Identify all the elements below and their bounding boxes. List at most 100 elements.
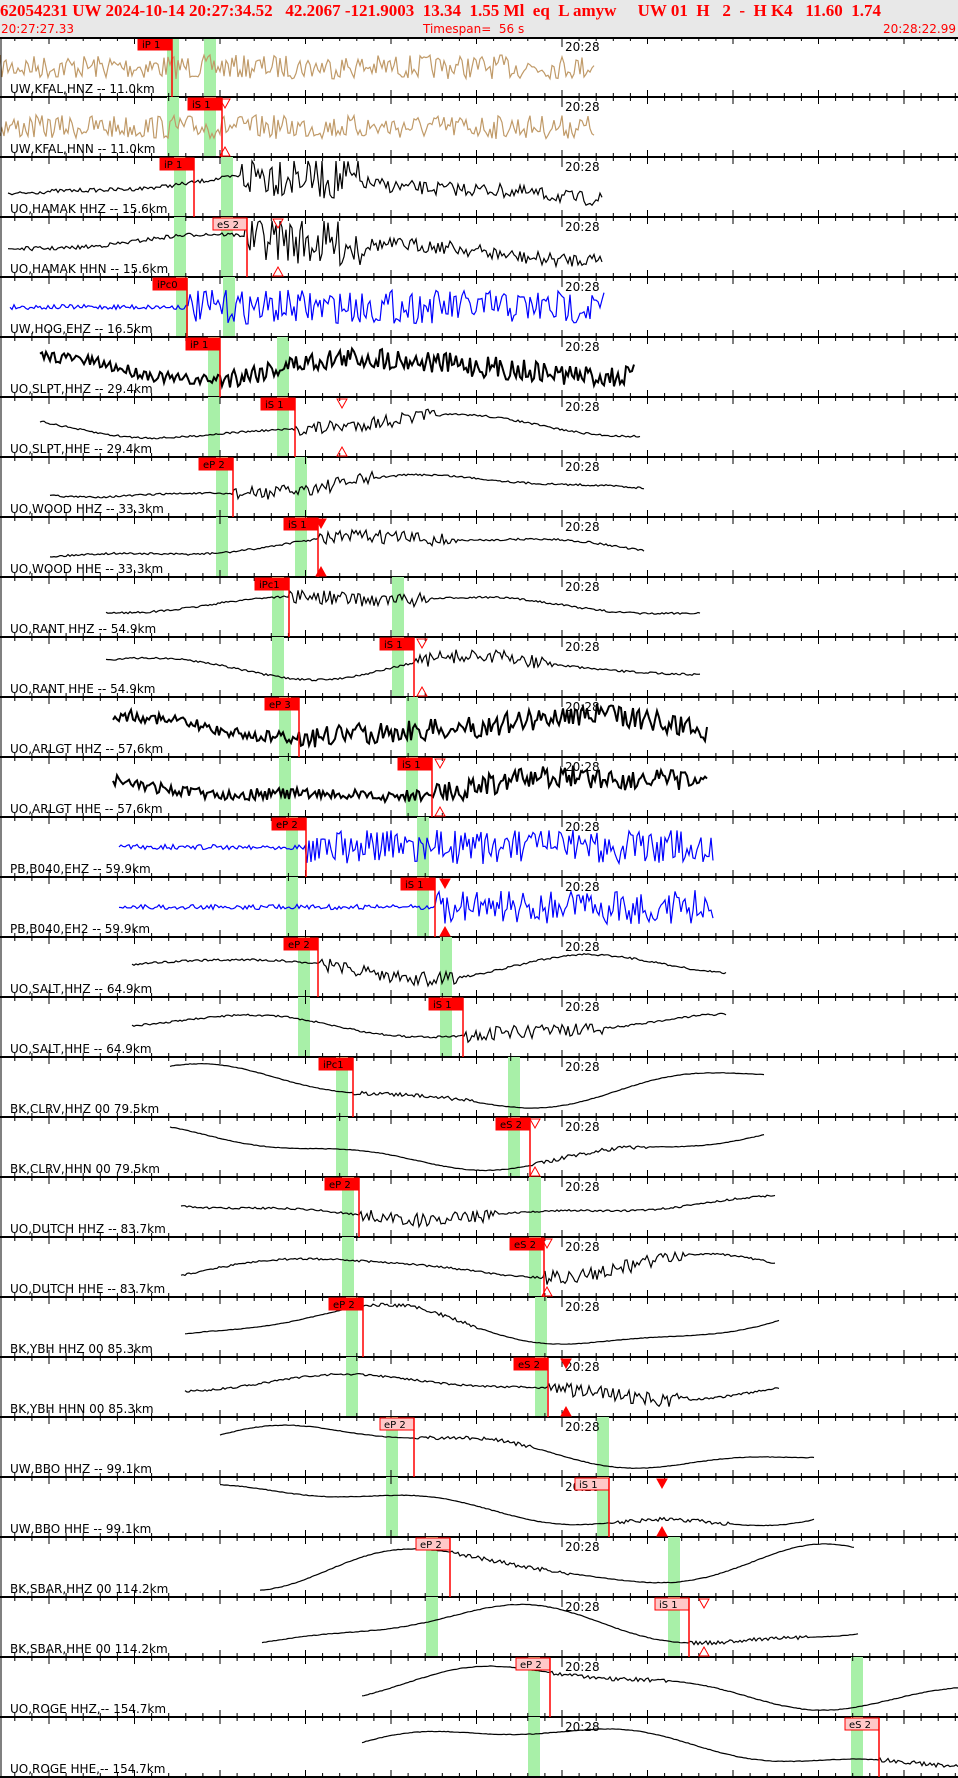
phase-pick[interactable]: iPc0 (152, 277, 188, 337)
phase-pick[interactable]: eS 2 (212, 217, 284, 277)
trace-row[interactable]: 20:28 UO,HAMAK HHZ -- 15.6km iP 1 (0, 157, 958, 218)
trace-row[interactable]: 20:28 UO,SLPT,HHE -- 29.4km iS 1 (0, 397, 958, 458)
minute-label: 20:28 (565, 40, 600, 54)
trace-row[interactable]: 20:28 BK,CLRV,HHN 00 79.5km eS 2 (0, 1117, 958, 1178)
trace-row[interactable]: 20:28 UO,SALT,HHE -- 64.9km iS 1 (0, 997, 958, 1058)
trace-row[interactable]: 20:28 BK,YBH HHZ 00 85.3km eP 2 (0, 1297, 958, 1358)
predicted-arrival-band (204, 37, 216, 97)
trace-row[interactable]: 20:28 UO,WOOD HHE -- 33.3km iS 1 (0, 517, 958, 578)
phase-pick[interactable]: eP 3 (264, 697, 300, 757)
amplitude-marker-icon (698, 1645, 710, 1657)
phase-pick[interactable]: iS 1 (260, 397, 348, 457)
trace-row[interactable]: 20:28 BK,YBH HHN 00 85.3km eS 2 (0, 1357, 958, 1418)
pick-label: iPc0 (157, 280, 178, 291)
phase-pick[interactable]: iS 1 (654, 1597, 710, 1657)
trace-row[interactable]: 20:28 UO,HAMAK HHN -- 15.6km eS 2 (0, 217, 958, 278)
waveform (361, 1665, 958, 1711)
trace-row[interactable]: 20:28 UO,ROGE HHZ,-- 154.7km eP 2 (0, 1657, 958, 1718)
minute-label: 20:28 (565, 1600, 600, 1614)
phase-pick[interactable]: iS 1 (283, 517, 327, 577)
phase-pick[interactable]: eP 2 (198, 457, 234, 517)
predicted-arrival-band (342, 1177, 354, 1237)
waveform (112, 703, 708, 750)
minute-label: 20:28 (565, 1060, 600, 1074)
phase-pick[interactable]: iP 1 (137, 37, 173, 97)
waveform (184, 1302, 780, 1345)
trace-row[interactable]: 20:28 UO,RANT HHZ -- 54.9km iPc1 (0, 577, 958, 638)
predicted-arrival-band (851, 1717, 863, 1777)
trace-row[interactable]: 20:28 UO,ARLGT HHZ -- 57.6km eP 3 (0, 697, 958, 758)
trace-row[interactable]: 20:28 UO,DUTCH HHZ -- 83.7km eP 2 (0, 1177, 958, 1238)
seismogram-panel[interactable]: 20:28 UW,KFAL,HNZ -- 11.0km iP 1 20:28 UW,KF… (0, 37, 958, 1778)
trace-row[interactable]: 20:28 BK,SBAR,HHZ 00 114.2km eP 2 (0, 1537, 958, 1598)
predicted-arrival-band (279, 757, 291, 817)
phase-pick[interactable]: eS 2 (513, 1357, 572, 1417)
waveform (7, 158, 603, 207)
trace-row[interactable]: 20:28 UW,KFAL,HNN -- 11.0km iS 1 (0, 97, 958, 158)
station-label: UO,ARLGT HHZ -- 57.6km (10, 742, 163, 756)
phase-pick[interactable]: eS 2 (844, 1717, 880, 1777)
trace-row[interactable]: 20:28 UO,RANT HHE -- 54.9km iS 1 (0, 637, 958, 698)
phase-pick[interactable]: eP 2 (515, 1657, 551, 1717)
phase-pick[interactable]: iS 1 (187, 97, 231, 157)
trace-row[interactable]: 20:28 UO,SLPT,HHZ -- 29.4km iP 1 (0, 337, 958, 398)
phase-pick[interactable]: iS 1 (379, 637, 428, 697)
predicted-arrival-band (336, 1057, 348, 1117)
minute-label: 20:28 (565, 520, 600, 534)
phase-pick[interactable]: eP 2 (324, 1177, 360, 1237)
trace-row[interactable]: 20:28 UO,DUTCH HHE -- 83.7km eS 2 (0, 1237, 958, 1298)
amplitude-marker-icon (219, 145, 231, 157)
phase-pick[interactable]: iS 1 (428, 997, 464, 1057)
trace-row[interactable]: 20:28 BK,SBAR,HHE 00 114.2km iS 1 (0, 1597, 958, 1658)
amplitude-marker-icon (656, 1525, 668, 1537)
phase-pick[interactable]: iS 1 (574, 1477, 668, 1537)
trace-row[interactable]: 20:28 UO,ARLGT HHE -- 57.6km iS 1 (0, 757, 958, 818)
minute-label: 20:28 (565, 220, 600, 234)
phase-pick[interactable]: eP 2 (328, 1297, 364, 1357)
pick-label: eS 2 (514, 1240, 536, 1251)
predicted-arrival-band (223, 277, 235, 337)
phase-pick[interactable]: eS 2 (495, 1117, 541, 1177)
trace-row[interactable]: 20:28 UW,KFAL,HNZ -- 11.0km iP 1 (0, 37, 958, 98)
amplitude-marker-icon (541, 1238, 553, 1250)
phase-pick[interactable]: iPc1 (254, 577, 290, 637)
pick-label: eP 2 (276, 820, 298, 831)
predicted-arrival-band (528, 1717, 540, 1777)
phase-pick[interactable]: eP 2 (283, 937, 319, 997)
predicted-arrival-band (417, 877, 429, 937)
phase-pick[interactable]: iS 1 (397, 757, 446, 817)
trace-row[interactable]: 20:28 UO,WOOD HHZ -- 33.3km eP 2 (0, 457, 958, 518)
phase-pick[interactable]: eP 2 (271, 817, 307, 877)
phase-pick[interactable]: iP 1 (185, 337, 221, 397)
waveform (7, 220, 603, 269)
waveform (180, 1250, 776, 1285)
minute-label: 20:28 (565, 280, 600, 294)
phase-pick[interactable]: iP 1 (159, 157, 195, 217)
minute-label: 20:28 (565, 820, 600, 834)
phase-pick[interactable]: eP 2 (415, 1537, 451, 1597)
phase-pick[interactable]: iS 1 (400, 877, 451, 937)
predicted-arrival-band (440, 997, 452, 1057)
trace-row[interactable]: 20:28 UW,BBO HHZ -- 99.1km eP 2 (0, 1417, 958, 1478)
trace-row[interactable]: 20:28 UO,SALT,HHZ -- 64.9km eP 2 (0, 937, 958, 998)
waveform (180, 1194, 776, 1229)
station-label: PB,B040,EHZ -- 59.9km (10, 862, 151, 876)
predicted-arrival-band (508, 1057, 520, 1117)
amplitude-marker-icon (315, 518, 327, 530)
trace-row[interactable]: 20:28 UO,ROGE HHE,-- 154.7km eS 2 (0, 1717, 958, 1778)
predicted-arrival-band (440, 937, 452, 997)
minute-label: 20:28 (565, 340, 600, 354)
trace-row[interactable]: 20:28 PB,B040,EH2 -- 59.9km iS 1 (0, 877, 958, 938)
phase-pick[interactable]: iPc1 (318, 1057, 354, 1117)
predicted-arrival-band (174, 157, 186, 217)
minute-label: 20:28 (565, 700, 600, 714)
trace-row[interactable]: 20:28 PB,B040,EHZ -- 59.9km eP 2 (0, 817, 958, 878)
amplitude-marker-icon (434, 758, 446, 770)
trace-row[interactable]: 20:28 UW,HOG,EHZ -- 16.5km iPc0 (0, 277, 958, 338)
phase-pick[interactable]: eP 2 (379, 1417, 415, 1477)
phase-pick[interactable]: eS 2 (509, 1237, 553, 1297)
predicted-arrival-band (272, 637, 284, 697)
station-label: UO,HAMAK HHZ -- 15.6km (10, 202, 167, 216)
trace-row[interactable]: 20:28 BK,CLRV,HHZ 00 79.5km iPc1 (0, 1057, 958, 1118)
